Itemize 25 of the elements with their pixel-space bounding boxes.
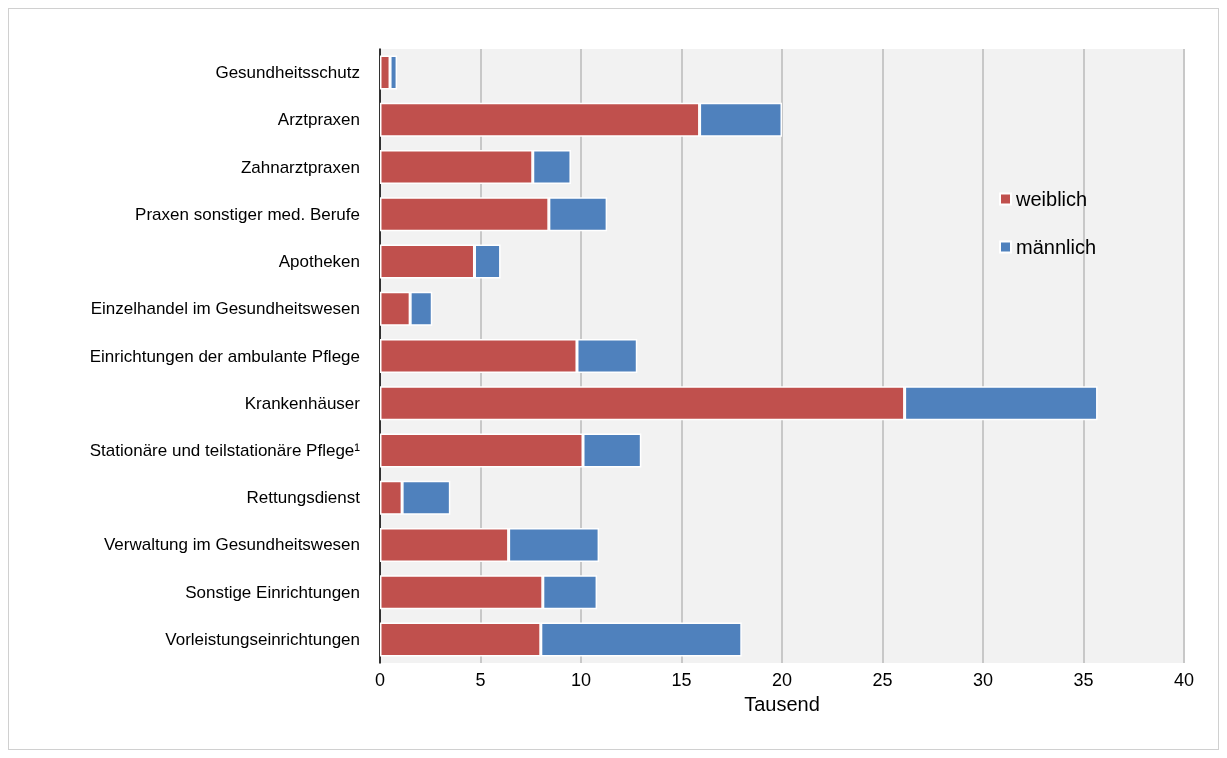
y-tick-label: Rettungsdienst [246, 488, 361, 508]
x-tick-label: 25 [872, 670, 893, 690]
legend-label: weiblich [1015, 188, 1088, 210]
x-tick-label: 0 [374, 670, 386, 690]
y-tick-label: Vorleistungseinrichtungen [165, 629, 360, 649]
x-tick-label: 35 [1073, 670, 1094, 690]
y-tick-label: Verwaltung im Gesundheitswesen [103, 535, 360, 555]
y-tick-label: Zahnarztpraxen [240, 157, 360, 177]
x-tick-label: 30 [972, 670, 994, 690]
x-tick-label: 5 [475, 670, 486, 690]
y-tick-label: Einzelhandel im Gesundheitswesen [90, 299, 360, 319]
legend-label: männlich [1016, 236, 1097, 258]
y-tick-label: Einrichtungen der ambulante Pflege [89, 346, 360, 366]
x-tick-label: 15 [671, 670, 692, 690]
x-axis-title: Tausend [744, 692, 820, 715]
y-tick-label: Krankenhäuser [244, 393, 361, 413]
y-tick-label: Stationäre und teilstationäre Pflege¹ [89, 440, 361, 460]
y-tick-label: Arztpraxen [277, 110, 360, 130]
x-tick-label: 10 [570, 670, 592, 690]
y-tick-label: Apotheken [278, 252, 360, 272]
x-tick-label: 40 [1173, 670, 1195, 690]
y-tick-label: Gesundheitsschutz [215, 63, 360, 83]
y-tick-label: Praxen sonstiger med. Berufe [135, 204, 360, 224]
y-tick-label: Sonstige Einrichtungen [185, 582, 360, 602]
x-tick-label: 20 [771, 670, 793, 690]
